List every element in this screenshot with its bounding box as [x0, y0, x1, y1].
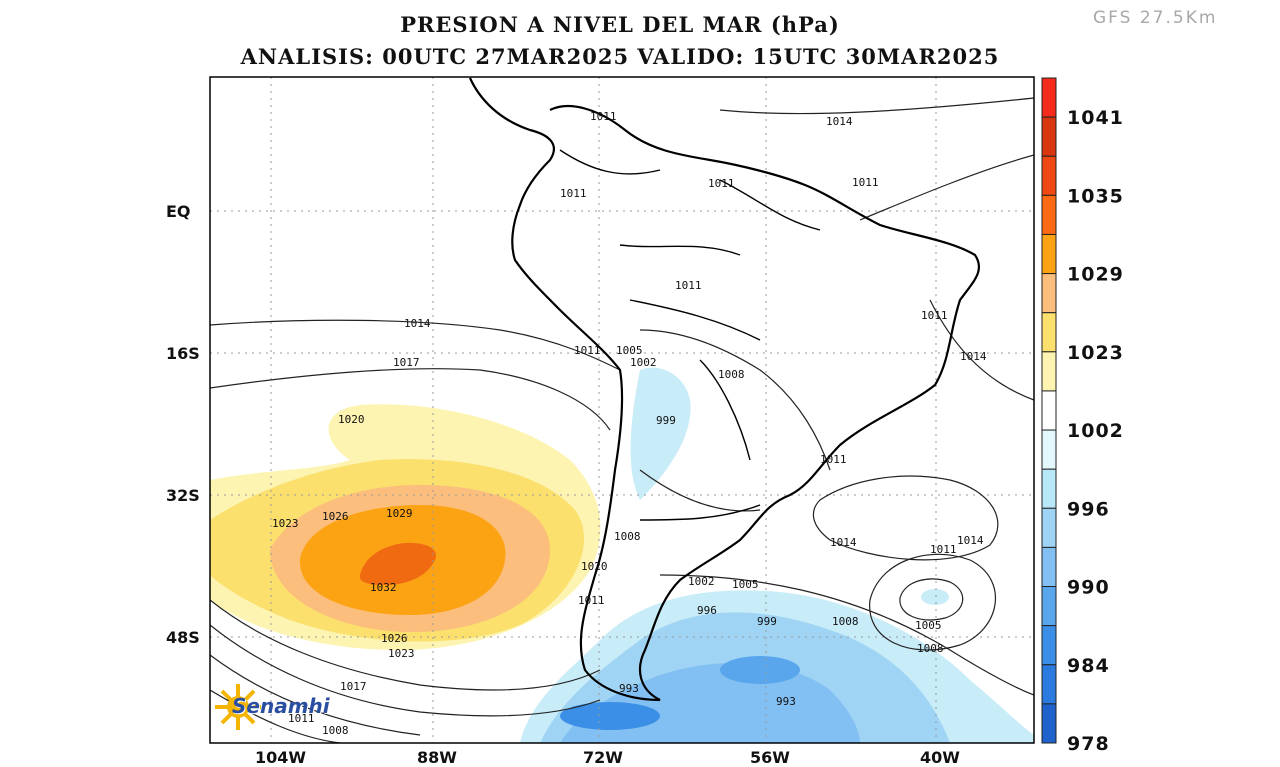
contour-label: 1005 — [915, 619, 942, 632]
contour-label: 1008 — [322, 724, 349, 737]
contour-label: 1011 — [675, 279, 702, 292]
map-title: PRESION A NIVEL DEL MAR (hPa) — [400, 12, 840, 37]
colorbar-segment — [1041, 625, 1057, 666]
contour-label: 1032 — [370, 581, 397, 594]
fill-993-atlantic — [720, 656, 800, 684]
contour-label: 1011 — [930, 543, 957, 556]
contour-label: 1011 — [288, 712, 315, 725]
lon-label: 56W — [750, 748, 790, 767]
contour-label: 1020 — [338, 413, 365, 426]
colorbar-segment — [1041, 116, 1057, 157]
colorbar-segment — [1041, 233, 1057, 275]
contour-label: 1014 — [957, 534, 984, 547]
colorbar-segment — [1041, 664, 1057, 705]
contour-label: 1020 — [581, 560, 608, 573]
lat-label: 16S — [166, 344, 200, 363]
isobars — [210, 97, 1034, 743]
contour-label: 1011 — [590, 110, 617, 123]
colorbar-label: 996 — [1067, 498, 1110, 520]
colorbar-label: 1041 — [1067, 107, 1124, 129]
colorbar-segment — [1041, 312, 1057, 353]
colorbar-segment — [1041, 468, 1057, 509]
lon-label: 40W — [920, 748, 960, 767]
colorbar-label: 1029 — [1067, 264, 1124, 286]
contour-label: 1014 — [826, 115, 853, 128]
south-america-coastline — [468, 77, 981, 702]
contour-label: 1002 — [630, 356, 657, 369]
graticule — [210, 77, 1034, 743]
contour-label: 1011 — [578, 594, 605, 607]
fill-low-argentina — [630, 367, 691, 500]
contour-label: 1026 — [322, 510, 349, 523]
fill-1032 — [359, 542, 436, 585]
colorbar-label: 990 — [1067, 577, 1110, 599]
contour-label: 1011 — [921, 309, 948, 322]
senamhi-sun-logo — [215, 684, 261, 730]
colorbar-label: 1002 — [1067, 420, 1124, 442]
colorbar-segment — [1041, 351, 1057, 392]
contour-label: 1011 — [574, 344, 601, 357]
colorbar-segment — [1041, 507, 1057, 548]
map-area — [210, 77, 1034, 743]
colorbar-label: 978 — [1067, 733, 1110, 755]
contour-label: 1014 — [404, 317, 431, 330]
contour-label: 1029 — [386, 507, 413, 520]
contour-label: 1017 — [340, 680, 367, 693]
contour-label: 1008 — [832, 615, 859, 628]
map-subtitle: ANALISIS: 00UTC 27MAR2025 VALIDO: 15UTC … — [240, 44, 1000, 69]
map-frame — [209, 76, 1035, 744]
contour-label: 993 — [776, 695, 796, 708]
colorbar-segment — [1041, 194, 1057, 235]
contour-label: 993 — [619, 682, 639, 695]
lat-label: 48S — [166, 628, 200, 647]
contour-label: 1023 — [272, 517, 299, 530]
contour-label: 1011 — [708, 177, 735, 190]
colorbar-label: 984 — [1067, 655, 1110, 677]
colorbar-segment — [1041, 429, 1057, 470]
colorbar-segment — [1041, 390, 1057, 431]
contour-label: 1011 — [560, 187, 587, 200]
colorbar-segment — [1041, 155, 1057, 196]
colorbar: 1041 1035 1029 1023 1002 996 990 984 978 — [1041, 77, 1124, 755]
colorbar-segment — [1041, 273, 1057, 314]
colorbar-segment — [1041, 703, 1057, 744]
contour-label: 1008 — [718, 368, 745, 381]
contour-label: 1002 — [688, 575, 715, 588]
fill-low-ring — [921, 589, 949, 605]
inland-borders — [559, 149, 821, 521]
colorbar-segment — [1041, 586, 1057, 627]
contour-label: 1005 — [616, 344, 643, 357]
contour-label: 999 — [656, 414, 676, 427]
lon-label: 104W — [255, 748, 306, 767]
contour-label: 1017 — [393, 356, 420, 369]
lat-label: 32S — [166, 486, 200, 505]
lat-label: EQ — [166, 202, 191, 221]
model-label: GFS 27.5Km — [1093, 8, 1218, 28]
contour-label: 1008 — [614, 530, 641, 543]
contour-label: 1014 — [960, 350, 987, 363]
colorbar-label: 1023 — [1067, 342, 1124, 364]
contour-label: 1011 — [852, 176, 879, 189]
contour-label: 1011 — [820, 453, 847, 466]
colorbar-segment — [1041, 546, 1057, 588]
logo-text: Senamhi — [232, 694, 330, 718]
lon-label: 88W — [417, 748, 457, 767]
contour-label: 1023 — [388, 647, 415, 660]
colorbar-segment — [1041, 77, 1057, 118]
contour-label: 996 — [697, 604, 717, 617]
contour-label: 999 — [757, 615, 777, 628]
contour-label: 1014 — [830, 536, 857, 549]
fill-984 — [560, 702, 660, 730]
contour-label: 1026 — [381, 632, 408, 645]
contour-label: 1005 — [732, 578, 759, 591]
contour-label: 1008 — [917, 642, 944, 655]
lon-label: 72W — [583, 748, 623, 767]
colorbar-label: 1035 — [1067, 185, 1124, 207]
